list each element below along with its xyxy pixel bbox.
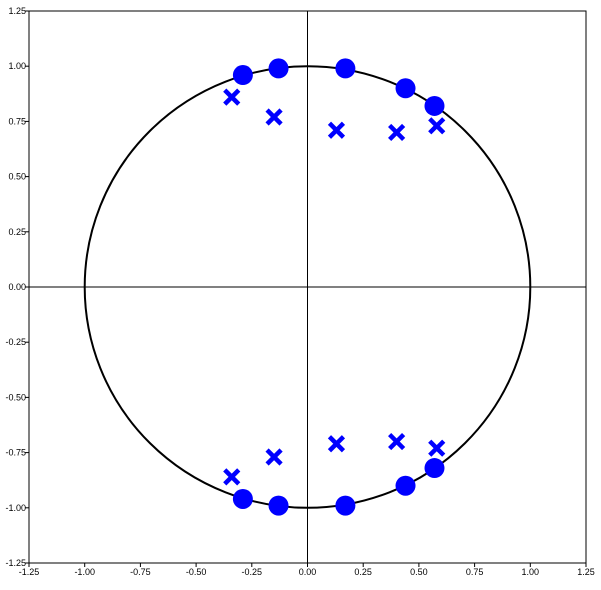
y-tick-label: 0.00 <box>8 282 26 292</box>
pole-marker <box>388 432 406 451</box>
x-tick-label: -1.00 <box>74 567 95 577</box>
zero-marker <box>268 58 289 79</box>
zero-marker <box>268 495 289 516</box>
pole-cross-strokes <box>388 123 406 142</box>
pole-cross-strokes <box>428 439 446 457</box>
pole-cross-strokes <box>223 88 241 106</box>
zero-marker <box>232 65 253 86</box>
pole-marker <box>428 117 446 135</box>
zero-marker <box>424 458 445 479</box>
pole-marker <box>223 88 241 106</box>
pole-cross-strokes <box>428 117 446 135</box>
zero-marker <box>395 475 416 496</box>
x-tick-label: -1.25 <box>19 567 40 577</box>
pole-marker <box>428 439 446 457</box>
pole-marker <box>327 121 346 139</box>
zero-marker <box>335 58 356 79</box>
pole-cross-strokes <box>327 435 346 453</box>
y-tick-label: -0.75 <box>5 448 26 458</box>
x-tick-label: 0.00 <box>299 567 317 577</box>
pole-marker <box>265 448 283 466</box>
pole-cross-strokes <box>327 121 346 139</box>
pole-cross-strokes <box>265 108 283 126</box>
pole-cross-strokes <box>388 432 406 451</box>
zero-marker <box>424 95 445 116</box>
pole-cross-strokes <box>223 468 241 486</box>
y-tick-label: 0.75 <box>8 116 26 126</box>
x-tick-label: -0.50 <box>186 567 207 577</box>
pole-cross-strokes <box>265 448 283 466</box>
marks <box>223 58 446 516</box>
pole-marker <box>327 435 346 453</box>
x-tick-label: 1.25 <box>577 567 595 577</box>
x-tick-label: -0.75 <box>130 567 151 577</box>
unit-circle <box>83 65 532 509</box>
x-tick-label: -0.25 <box>242 567 263 577</box>
y-tick-label: 1.25 <box>8 6 26 16</box>
y-tick-label: 0.50 <box>8 172 26 182</box>
pole-marker <box>223 468 241 486</box>
x-tick-label: 1.00 <box>522 567 540 577</box>
x-tick-label: 0.75 <box>466 567 484 577</box>
y-tick-label: -0.50 <box>5 392 26 402</box>
x-tick-label: 0.25 <box>354 567 372 577</box>
zero-marker <box>232 488 253 509</box>
axes <box>28 10 587 564</box>
y-tick-label: -1.00 <box>5 503 26 513</box>
y-tick-label: -1.25 <box>5 558 26 568</box>
ticks: -1.25 -1.00 -0.75 -0.50 -0.25 0.00 0.25 0.50 0.7… <box>5 6 594 577</box>
pole-marker <box>388 123 406 142</box>
pole-marker <box>265 108 283 126</box>
zero-marker <box>335 495 356 516</box>
x-tick-label: 0.50 <box>410 567 428 577</box>
y-tick-label: -0.25 <box>5 337 26 347</box>
zero-marker <box>395 78 416 99</box>
y-tick-label: 0.25 <box>8 227 26 237</box>
y-tick-label: 1.00 <box>8 61 26 71</box>
